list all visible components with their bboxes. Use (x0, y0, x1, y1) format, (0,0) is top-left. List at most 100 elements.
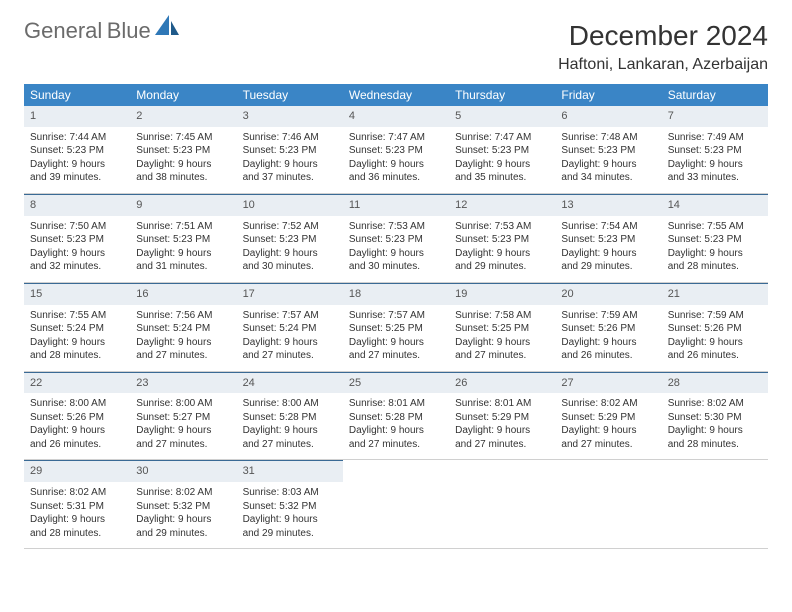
sunset-line: Sunset: 5:23 PM (561, 233, 655, 247)
day-body: Sunrise: 7:44 AMSunset: 5:23 PMDaylight:… (24, 127, 130, 193)
daylight-line1: Daylight: 9 hours (561, 336, 655, 350)
daylight-line1: Daylight: 9 hours (668, 336, 762, 350)
sunrise-line: Sunrise: 7:55 AM (30, 309, 124, 323)
sunrise-line: Sunrise: 7:45 AM (136, 131, 230, 145)
day-number: 31 (237, 460, 343, 482)
day-body: Sunrise: 7:55 AMSunset: 5:23 PMDaylight:… (662, 216, 768, 282)
calendar-cell: 27Sunrise: 8:02 AMSunset: 5:29 PMDayligh… (555, 371, 661, 460)
daylight-line2: and 27 minutes. (561, 438, 655, 452)
calendar-cell (662, 460, 768, 549)
sunrise-line: Sunrise: 7:56 AM (136, 309, 230, 323)
daylight-line2: and 27 minutes. (136, 349, 230, 363)
daylight-line1: Daylight: 9 hours (668, 424, 762, 438)
daylight-line2: and 37 minutes. (243, 171, 337, 185)
daylight-line2: and 26 minutes. (30, 438, 124, 452)
daylight-line1: Daylight: 9 hours (349, 247, 443, 261)
day-body: Sunrise: 7:56 AMSunset: 5:24 PMDaylight:… (130, 305, 236, 371)
day-number: 23 (130, 372, 236, 394)
month-title: December 2024 (558, 20, 768, 52)
day-body: Sunrise: 7:47 AMSunset: 5:23 PMDaylight:… (343, 127, 449, 193)
weekday-header: Monday (130, 84, 236, 106)
weekday-header: Tuesday (237, 84, 343, 106)
day-number: 25 (343, 372, 449, 394)
daylight-line2: and 30 minutes. (349, 260, 443, 274)
calendar-cell: 6Sunrise: 7:48 AMSunset: 5:23 PMDaylight… (555, 106, 661, 193)
day-number: 28 (662, 372, 768, 394)
daylight-line1: Daylight: 9 hours (455, 247, 549, 261)
sunset-line: Sunset: 5:23 PM (136, 233, 230, 247)
daylight-line1: Daylight: 9 hours (455, 158, 549, 172)
day-number: 10 (237, 194, 343, 216)
weekday-header: Saturday (662, 84, 768, 106)
day-body: Sunrise: 8:02 AMSunset: 5:31 PMDaylight:… (24, 482, 130, 548)
daylight-line2: and 34 minutes. (561, 171, 655, 185)
sunrise-line: Sunrise: 7:51 AM (136, 220, 230, 234)
logo: General Blue (24, 20, 181, 43)
sunrise-line: Sunrise: 7:52 AM (243, 220, 337, 234)
sunrise-line: Sunrise: 7:46 AM (243, 131, 337, 145)
day-number: 26 (449, 372, 555, 394)
day-number: 19 (449, 283, 555, 305)
sunset-line: Sunset: 5:29 PM (561, 411, 655, 425)
daylight-line1: Daylight: 9 hours (243, 513, 337, 527)
day-body: Sunrise: 7:48 AMSunset: 5:23 PMDaylight:… (555, 127, 661, 193)
header: General Blue December 2024 Haftoni, Lank… (24, 20, 768, 74)
sunrise-line: Sunrise: 8:00 AM (30, 397, 124, 411)
day-number: 12 (449, 194, 555, 216)
calendar-cell: 26Sunrise: 8:01 AMSunset: 5:29 PMDayligh… (449, 371, 555, 460)
sunrise-line: Sunrise: 7:47 AM (455, 131, 549, 145)
calendar-cell: 10Sunrise: 7:52 AMSunset: 5:23 PMDayligh… (237, 193, 343, 282)
sunset-line: Sunset: 5:23 PM (668, 233, 762, 247)
day-body (343, 482, 449, 540)
day-body: Sunrise: 7:51 AMSunset: 5:23 PMDaylight:… (130, 216, 236, 282)
calendar-cell: 16Sunrise: 7:56 AMSunset: 5:24 PMDayligh… (130, 282, 236, 371)
sunrise-line: Sunrise: 7:57 AM (349, 309, 443, 323)
calendar-cell: 15Sunrise: 7:55 AMSunset: 5:24 PMDayligh… (24, 282, 130, 371)
day-number: 22 (24, 372, 130, 394)
sunrise-line: Sunrise: 7:48 AM (561, 131, 655, 145)
sunset-line: Sunset: 5:29 PM (455, 411, 549, 425)
day-number: 9 (130, 194, 236, 216)
calendar-cell: 24Sunrise: 8:00 AMSunset: 5:28 PMDayligh… (237, 371, 343, 460)
calendar-cell: 17Sunrise: 7:57 AMSunset: 5:24 PMDayligh… (237, 282, 343, 371)
daylight-line1: Daylight: 9 hours (668, 247, 762, 261)
daylight-line1: Daylight: 9 hours (30, 513, 124, 527)
sunset-line: Sunset: 5:23 PM (30, 144, 124, 158)
day-number: 5 (449, 106, 555, 127)
sunrise-line: Sunrise: 7:47 AM (349, 131, 443, 145)
daylight-line2: and 28 minutes. (30, 527, 124, 541)
calendar-week-row: 8Sunrise: 7:50 AMSunset: 5:23 PMDaylight… (24, 193, 768, 282)
sunset-line: Sunset: 5:32 PM (136, 500, 230, 514)
daylight-line2: and 38 minutes. (136, 171, 230, 185)
day-body: Sunrise: 7:57 AMSunset: 5:24 PMDaylight:… (237, 305, 343, 371)
day-body: Sunrise: 8:01 AMSunset: 5:29 PMDaylight:… (449, 393, 555, 459)
sunset-line: Sunset: 5:23 PM (136, 144, 230, 158)
sunset-line: Sunset: 5:25 PM (455, 322, 549, 336)
day-body (449, 482, 555, 540)
sunrise-line: Sunrise: 8:00 AM (136, 397, 230, 411)
daylight-line2: and 28 minutes. (668, 438, 762, 452)
calendar-cell (449, 460, 555, 549)
sunrise-line: Sunrise: 7:44 AM (30, 131, 124, 145)
sunrise-line: Sunrise: 7:50 AM (30, 220, 124, 234)
calendar-cell: 5Sunrise: 7:47 AMSunset: 5:23 PMDaylight… (449, 106, 555, 193)
daylight-line1: Daylight: 9 hours (243, 158, 337, 172)
calendar-cell: 7Sunrise: 7:49 AMSunset: 5:23 PMDaylight… (662, 106, 768, 193)
day-body: Sunrise: 7:58 AMSunset: 5:25 PMDaylight:… (449, 305, 555, 371)
day-number: 8 (24, 194, 130, 216)
day-number: 15 (24, 283, 130, 305)
sunrise-line: Sunrise: 8:03 AM (243, 486, 337, 500)
sunrise-line: Sunrise: 8:02 AM (136, 486, 230, 500)
day-body: Sunrise: 7:47 AMSunset: 5:23 PMDaylight:… (449, 127, 555, 193)
calendar-cell: 18Sunrise: 7:57 AMSunset: 5:25 PMDayligh… (343, 282, 449, 371)
weekday-header: Sunday (24, 84, 130, 106)
sunset-line: Sunset: 5:28 PM (243, 411, 337, 425)
calendar-week-row: 1Sunrise: 7:44 AMSunset: 5:23 PMDaylight… (24, 106, 768, 193)
day-body: Sunrise: 7:53 AMSunset: 5:23 PMDaylight:… (343, 216, 449, 282)
daylight-line2: and 29 minutes. (455, 260, 549, 274)
calendar-cell: 12Sunrise: 7:53 AMSunset: 5:23 PMDayligh… (449, 193, 555, 282)
daylight-line1: Daylight: 9 hours (136, 247, 230, 261)
sunrise-line: Sunrise: 7:49 AM (668, 131, 762, 145)
daylight-line2: and 27 minutes. (455, 349, 549, 363)
sunset-line: Sunset: 5:24 PM (243, 322, 337, 336)
